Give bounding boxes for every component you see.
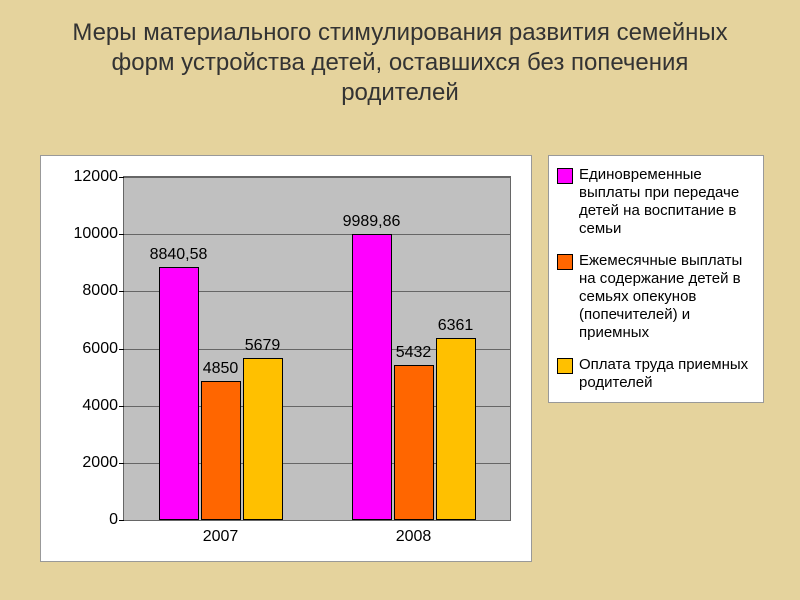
bar: 4850 bbox=[201, 381, 241, 520]
y-axis-label: 12000 bbox=[74, 168, 125, 186]
bar: 5679 bbox=[243, 358, 283, 520]
legend-label: Ежемесячные выплаты на содержание детей … bbox=[579, 252, 755, 342]
x-axis-label: 2008 bbox=[352, 528, 476, 546]
legend-swatch bbox=[557, 168, 573, 184]
bar: 5432 bbox=[394, 365, 434, 520]
plot-area: 0200040006000800010000120008840,58485056… bbox=[123, 176, 511, 521]
bar-value-label: 9989,86 bbox=[302, 213, 442, 231]
bar-value-label: 8840,58 bbox=[109, 246, 249, 264]
y-axis-label: 8000 bbox=[82, 282, 124, 300]
legend: Единовременные выплаты при передаче дете… bbox=[548, 155, 764, 403]
bar: 9989,86 bbox=[352, 234, 392, 520]
bar: 6361 bbox=[436, 338, 476, 520]
chart-title: Меры материального стимулирования развит… bbox=[60, 18, 740, 108]
y-axis-label: 0 bbox=[109, 511, 124, 529]
legend-item: Единовременные выплаты при передаче дете… bbox=[557, 166, 755, 238]
bar: 8840,58 bbox=[159, 267, 199, 520]
bar-value-label: 5679 bbox=[193, 337, 333, 355]
y-axis-label: 6000 bbox=[82, 340, 124, 358]
legend-item: Оплата труда приемных родителей bbox=[557, 356, 755, 392]
x-axis-label: 2007 bbox=[159, 528, 283, 546]
legend-swatch bbox=[557, 254, 573, 270]
y-axis-label: 10000 bbox=[74, 225, 125, 243]
bar-group: 9989,8654326361 bbox=[352, 177, 476, 520]
legend-item: Ежемесячные выплаты на содержание детей … bbox=[557, 252, 755, 342]
y-axis-label: 4000 bbox=[82, 397, 124, 415]
legend-label: Оплата труда приемных родителей bbox=[579, 356, 755, 392]
bar-group: 8840,5848505679 bbox=[159, 177, 283, 520]
bar-value-label: 6361 bbox=[386, 317, 526, 335]
legend-label: Единовременные выплаты при передаче дете… bbox=[579, 166, 755, 238]
chart-panel: 0200040006000800010000120008840,58485056… bbox=[40, 155, 532, 562]
legend-swatch bbox=[557, 358, 573, 374]
y-axis-label: 2000 bbox=[82, 454, 124, 472]
